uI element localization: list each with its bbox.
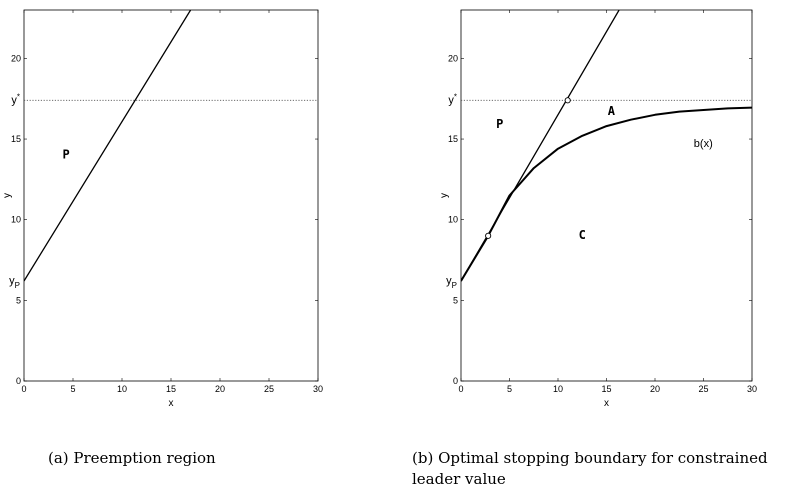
intersection-marker-b	[485, 232, 492, 239]
y-tick-label-b: 0	[453, 376, 458, 386]
x-tick-label-b: 15	[601, 384, 611, 394]
x-tick-label-a: 25	[264, 384, 274, 394]
y-tick-label-a: 15	[11, 134, 21, 144]
x-tick-label-b: 25	[698, 384, 708, 394]
x-tick-label-a: 5	[70, 384, 75, 394]
x-tick-label-a: 20	[215, 384, 225, 394]
x-tick-label-a: 0	[21, 384, 26, 394]
yp-label-b: yP	[446, 275, 457, 290]
caption-b: (b) Optimal stopping boundary for constr…	[412, 449, 768, 488]
x-tick-label-a: 30	[313, 384, 323, 394]
x-tick-label-b: 0	[458, 384, 463, 394]
y-tick-label-a: 0	[16, 376, 21, 386]
caption-a: (a) Preemption region	[48, 449, 216, 467]
y-axis-label-a: y	[2, 193, 13, 198]
plot-frame-b	[460, 9, 753, 382]
yp-label-a: yP	[9, 275, 20, 290]
region-label-p-a: P	[63, 147, 70, 161]
y-tick-label-a: 20	[11, 53, 21, 63]
ystar-label-b: y*	[448, 92, 457, 106]
x-tick-label-b: 30	[747, 384, 757, 394]
x-tick-label-b: 5	[507, 384, 512, 394]
x-tick-label-b: 10	[553, 384, 563, 394]
y-tick-label-b: 10	[448, 215, 458, 225]
y-tick-label-a: 5	[16, 295, 21, 305]
region-label-c-b: C	[579, 228, 586, 242]
x-axis-label-b: x	[604, 398, 609, 409]
preemption-line-a	[24, 10, 192, 282]
y-axis-label-b: y	[439, 193, 450, 198]
bx-label-b: b(x)	[694, 138, 713, 150]
y-tick-label-b: 20	[448, 53, 458, 63]
y-tick-label-b: 15	[448, 134, 458, 144]
plot-frame-a	[23, 9, 319, 382]
y-tick-label-a: 10	[11, 215, 21, 225]
intersection-marker-b	[564, 97, 571, 104]
x-tick-label-b: 20	[650, 384, 660, 394]
x-tick-label-a: 10	[117, 384, 127, 394]
ystar-label-a: y*	[11, 92, 20, 106]
y-tick-label-b: 5	[453, 295, 458, 305]
boundary-curve-b	[461, 106, 752, 282]
region-label-p-b: P	[496, 117, 503, 131]
x-tick-label-a: 15	[166, 384, 176, 394]
region-label-a-b: A	[608, 104, 616, 118]
x-axis-label-a: x	[169, 398, 174, 409]
